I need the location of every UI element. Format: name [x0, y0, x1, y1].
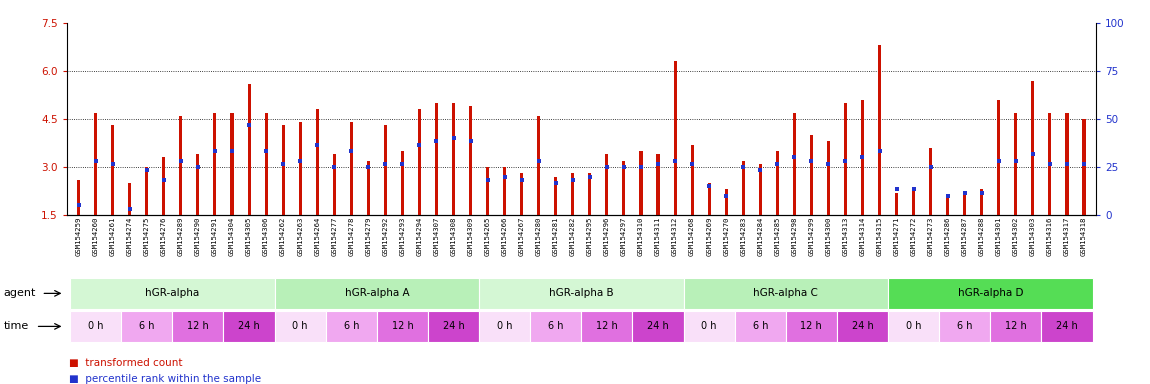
Text: 12 h: 12 h — [187, 321, 209, 331]
Bar — [572, 174, 574, 215]
Bar — [690, 145, 693, 215]
Bar — [622, 161, 626, 215]
Text: 24 h: 24 h — [852, 321, 873, 331]
Text: hGR-alpha C: hGR-alpha C — [753, 288, 819, 298]
Bar — [1049, 113, 1051, 215]
Bar — [469, 106, 473, 215]
Bar — [264, 113, 268, 215]
Bar — [997, 100, 1000, 215]
Bar — [282, 126, 285, 215]
Text: 24 h: 24 h — [1056, 321, 1078, 331]
Text: time: time — [3, 321, 29, 331]
Text: 0 h: 0 h — [702, 321, 716, 331]
Bar — [520, 174, 523, 215]
Text: ■  percentile rank within the sample: ■ percentile rank within the sample — [69, 374, 261, 384]
Text: hGR-alpha D: hGR-alpha D — [958, 288, 1024, 298]
Bar — [179, 116, 183, 215]
Bar — [452, 103, 455, 215]
Bar — [1082, 119, 1086, 215]
Text: 6 h: 6 h — [139, 321, 154, 331]
Text: 0 h: 0 h — [906, 321, 921, 331]
Bar — [112, 126, 114, 215]
Bar — [792, 113, 796, 215]
Bar — [844, 103, 848, 215]
Text: 12 h: 12 h — [596, 321, 618, 331]
Text: 0 h: 0 h — [497, 321, 513, 331]
Text: hGR-alpha B: hGR-alpha B — [549, 288, 614, 298]
Bar — [742, 161, 745, 215]
Bar — [895, 193, 898, 215]
Text: 0 h: 0 h — [292, 321, 308, 331]
Text: 6 h: 6 h — [752, 321, 768, 331]
Text: 12 h: 12 h — [391, 321, 413, 331]
Bar — [350, 122, 353, 215]
Text: agent: agent — [3, 288, 36, 298]
Bar — [162, 157, 166, 215]
Text: 6 h: 6 h — [344, 321, 359, 331]
Bar — [230, 113, 233, 215]
Bar — [197, 154, 199, 215]
Bar — [707, 183, 711, 215]
Bar — [417, 109, 421, 215]
Bar — [384, 126, 386, 215]
Bar — [776, 151, 779, 215]
Bar — [214, 113, 216, 215]
Bar — [1032, 81, 1035, 215]
Bar — [946, 196, 949, 215]
Bar — [435, 103, 438, 215]
Bar — [145, 167, 148, 215]
Bar — [964, 193, 966, 215]
Bar — [1065, 113, 1068, 215]
Bar — [332, 154, 336, 215]
Text: 12 h: 12 h — [800, 321, 822, 331]
Bar — [674, 61, 676, 215]
Text: 6 h: 6 h — [957, 321, 973, 331]
Bar — [589, 174, 591, 215]
Bar — [877, 45, 881, 215]
Bar — [247, 84, 251, 215]
Bar — [912, 189, 915, 215]
Bar — [861, 100, 864, 215]
Bar — [980, 189, 983, 215]
Bar — [367, 161, 370, 215]
Bar — [503, 167, 506, 215]
Bar — [810, 135, 813, 215]
Text: 0 h: 0 h — [87, 321, 103, 331]
Bar — [299, 122, 301, 215]
Bar — [639, 151, 643, 215]
Bar — [401, 151, 404, 215]
Text: hGR-alpha: hGR-alpha — [145, 288, 199, 298]
Bar — [1014, 113, 1018, 215]
Bar — [77, 180, 81, 215]
Bar — [128, 183, 131, 215]
Text: 12 h: 12 h — [1005, 321, 1027, 331]
Text: 24 h: 24 h — [647, 321, 669, 331]
Text: hGR-alpha A: hGR-alpha A — [345, 288, 409, 298]
Bar — [929, 148, 933, 215]
Bar — [537, 116, 540, 215]
Bar — [657, 154, 660, 215]
Bar — [315, 109, 319, 215]
Bar — [94, 113, 98, 215]
Text: 6 h: 6 h — [549, 321, 564, 331]
Bar — [554, 177, 558, 215]
Bar — [759, 164, 761, 215]
Text: 24 h: 24 h — [238, 321, 260, 331]
Text: 24 h: 24 h — [443, 321, 465, 331]
Text: ■  transformed count: ■ transformed count — [69, 358, 183, 368]
Bar — [605, 154, 608, 215]
Bar — [724, 189, 728, 215]
Bar — [827, 141, 830, 215]
Bar — [486, 167, 489, 215]
